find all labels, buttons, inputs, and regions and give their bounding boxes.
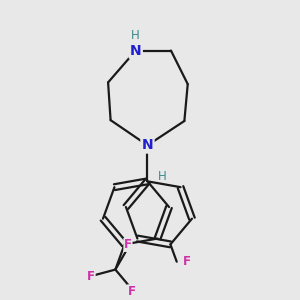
Text: F: F	[128, 285, 136, 298]
Text: N: N	[142, 138, 153, 152]
Text: F: F	[87, 270, 95, 284]
Text: H: H	[158, 170, 167, 183]
Text: F: F	[124, 238, 132, 251]
Text: N: N	[130, 44, 142, 58]
Text: F: F	[183, 255, 191, 268]
Text: H: H	[130, 29, 139, 42]
